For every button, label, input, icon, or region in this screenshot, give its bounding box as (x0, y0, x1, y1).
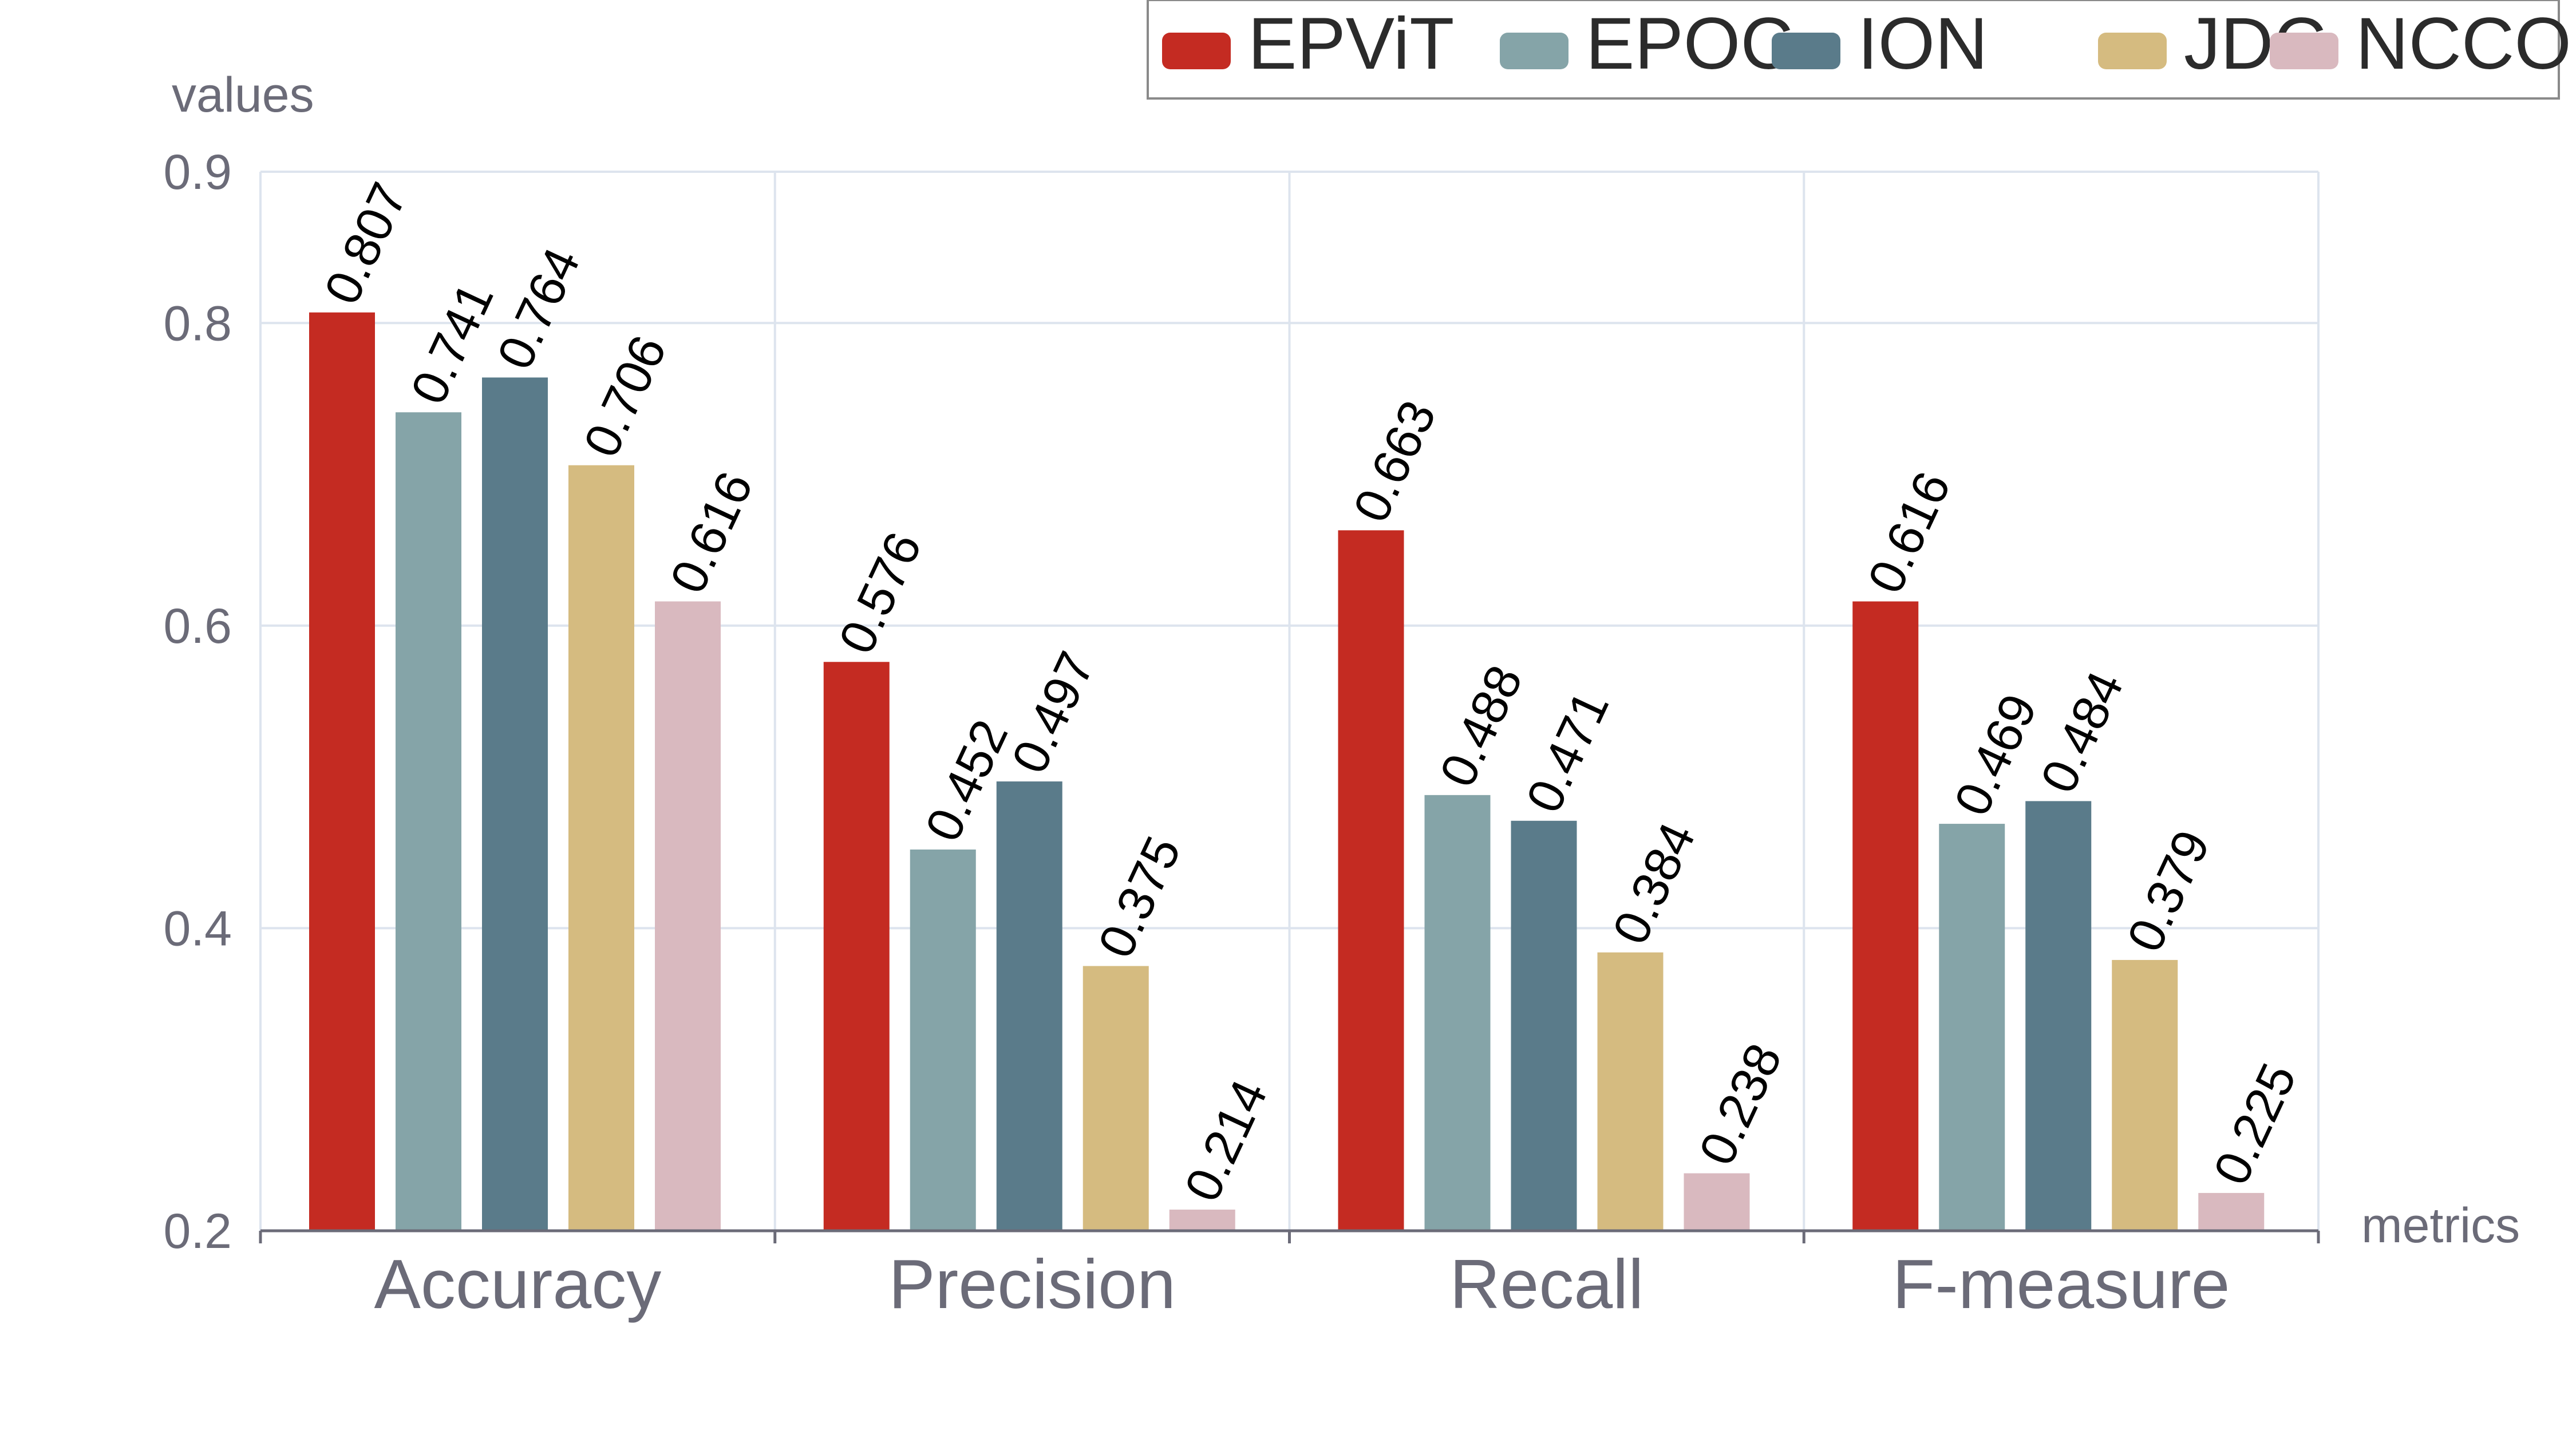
legend: EPViT EPOC ION JDC NCCO (1147, 0, 2571, 100)
data-label: 0.576 (828, 524, 933, 662)
data-label: 0.484 (2029, 663, 2134, 801)
legend-swatch-ncco (2270, 33, 2338, 69)
bar-jdc-recall (1597, 952, 1664, 1231)
x-category-label: Precision (888, 1245, 1176, 1323)
data-label: 0.497 (1001, 643, 1105, 781)
x-category-label: Recall (1449, 1245, 1643, 1323)
bar-ncco-accuracy (655, 601, 721, 1231)
y-tick-label: 0.8 (163, 296, 232, 351)
y-tick-label: 0.9 (163, 145, 232, 200)
bar-epvit-precision (823, 662, 890, 1231)
bar-jdc-accuracy (568, 465, 634, 1231)
bar-epoc-precision (910, 850, 976, 1231)
bar-ncco-precision (1169, 1210, 1235, 1231)
legend-swatch-epvit (1162, 33, 1231, 69)
data-label: 0.764 (486, 239, 591, 377)
data-label: 0.807 (313, 174, 418, 312)
bar-ion-recall (1511, 820, 1577, 1231)
bar-ncco-f-measure (2198, 1192, 2265, 1231)
legend-label-ion: ION (1858, 3, 1988, 85)
y-axis-title: values (172, 68, 314, 123)
data-label: 0.238 (1688, 1035, 1792, 1173)
data-label: 0.471 (1515, 682, 1619, 820)
bar-jdc-f-measure (2112, 959, 2178, 1231)
bars-layer (309, 312, 2265, 1231)
data-label: 0.375 (1087, 828, 1192, 966)
legend-swatch-epoc (1500, 33, 1568, 69)
data-label: 0.616 (1856, 463, 1961, 601)
data-label: 0.706 (572, 327, 677, 465)
x-category-label: F-measure (1893, 1245, 2230, 1323)
bar-ion-accuracy (482, 377, 548, 1231)
x-axis-title: metrics (2361, 1198, 2520, 1253)
legend-swatch-ion (1772, 33, 1840, 69)
bar-epoc-f-measure (1939, 824, 2005, 1231)
legend-label-ncco: NCCO (2356, 3, 2571, 85)
bar-epoc-accuracy (396, 412, 461, 1231)
bar-epvit-recall (1338, 530, 1404, 1231)
data-label: 0.225 (2202, 1055, 2307, 1193)
legend-label-epoc: EPOC (1586, 3, 1793, 85)
bar-ncco-recall (1684, 1173, 1750, 1231)
bar-epoc-recall (1424, 795, 1491, 1231)
data-label: 0.488 (1428, 657, 1533, 795)
y-tick-label: 0.6 (163, 599, 232, 654)
legend-label-epvit: EPViT (1248, 3, 1454, 85)
y-tick-label: 0.4 (163, 901, 232, 956)
y-tick-label: 0.2 (163, 1204, 232, 1259)
x-category-label: Accuracy (374, 1245, 662, 1323)
axes-layer: 0.2 0.4 0.6 0.8 0.9 Accuracy Precision Recall F-… (163, 145, 2320, 1323)
bar-ion-f-measure (2025, 801, 2092, 1231)
bar-epvit-f-measure (1852, 601, 1919, 1231)
legend-swatch-jdc (2098, 33, 2167, 69)
data-label: 0.214 (1174, 1072, 1278, 1210)
bar-ion-precision (996, 781, 1062, 1231)
bar-epvit-accuracy (309, 312, 375, 1231)
data-label: 0.616 (659, 463, 764, 601)
data-label: 0.379 (2116, 822, 2221, 960)
data-label: 0.384 (1601, 814, 1706, 952)
bar-jdc-precision (1082, 966, 1149, 1231)
data-label: 0.663 (1342, 392, 1447, 530)
